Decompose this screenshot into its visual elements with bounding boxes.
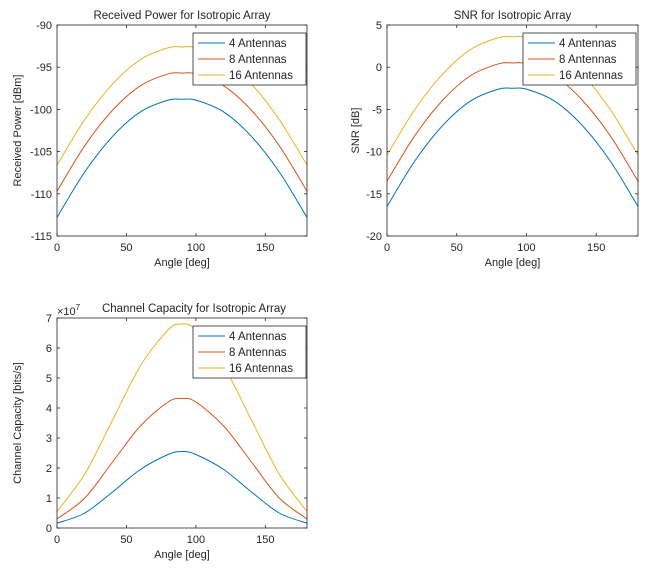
- legend-entry: 8 Antennas: [229, 54, 287, 66]
- legend-entry: 4 Antennas: [229, 331, 287, 343]
- y-tick-label: 5: [376, 20, 382, 32]
- y-axis-label: Received Power [dBm]: [12, 75, 24, 187]
- axes-box: [56, 317, 308, 529]
- y-tick-label: 4: [46, 403, 52, 415]
- y-tick-label: -100: [30, 104, 52, 116]
- legend-entry: 8 Antennas: [229, 347, 287, 359]
- x-tick-label: 100: [517, 242, 535, 254]
- series-line-1: [56, 451, 308, 524]
- chart-title: Received Power for Isotropic Array: [93, 10, 270, 22]
- legend-entry: 4 Antennas: [559, 38, 617, 50]
- y-exponent-power: 7: [76, 303, 81, 312]
- x-tick-label: 100: [187, 534, 205, 546]
- series-line-2: [386, 62, 639, 182]
- x-axis-label: Angle [deg]: [485, 257, 541, 269]
- y-tick-label: -105: [30, 147, 52, 159]
- legend-entry: 16 Antennas: [559, 70, 623, 82]
- y-axis-label: SNR [dB]: [350, 108, 362, 154]
- y-tick-label: -90: [36, 20, 52, 32]
- y-tick-label: 0: [46, 523, 52, 535]
- y-tick-label: 2: [46, 463, 52, 475]
- x-tick-label: 50: [451, 242, 463, 254]
- x-tick-label: 150: [256, 242, 274, 254]
- legend-entry: 16 Antennas: [229, 363, 293, 375]
- y-tick-label: 7: [46, 313, 52, 325]
- axes-box: [56, 24, 308, 237]
- y-tick-label: -115: [31, 231, 52, 243]
- series-line-1: [386, 87, 639, 207]
- legend-entry: 4 Antennas: [229, 38, 287, 50]
- y-tick-label: -20: [366, 231, 382, 243]
- axes-box: [386, 24, 639, 237]
- y-tick-label: -5: [372, 104, 382, 116]
- y-tick-label: -110: [31, 189, 52, 201]
- y-tick-label: -10: [366, 147, 382, 159]
- x-tick-label: 150: [256, 534, 274, 546]
- series-line-1: [56, 98, 308, 218]
- x-tick-label: 100: [187, 242, 205, 254]
- y-tick-label: 6: [46, 343, 52, 355]
- x-tick-label: 0: [54, 242, 60, 254]
- series-line-3: [56, 323, 308, 512]
- x-axis-label: Angle [deg]: [154, 549, 210, 561]
- y-tick-label: 5: [46, 373, 52, 385]
- x-tick-label: 0: [54, 534, 60, 546]
- chart-2: 0 50 100 150 -20 -15 -10 -5 0 5 SNR for Isotropic …: [350, 10, 639, 269]
- y-exponent-label: ×107: [57, 303, 81, 318]
- legend: 4 Antennas 8 Antennas 16 Antennas: [522, 32, 637, 86]
- x-tick-label: 50: [120, 242, 132, 254]
- y-tick-label: -15: [366, 189, 382, 201]
- chart-title: SNR for Isotropic Array: [454, 10, 572, 22]
- x-tick-label: 150: [587, 242, 605, 254]
- chart-1: 0 50 100 150 -115 -110 -105 -100 -95 -90 Received …: [12, 10, 308, 269]
- legend: 4 Antennas 8 Antennas 16 Antennas: [192, 32, 307, 86]
- y-tick-label: 3: [46, 433, 52, 445]
- chart-title: Channel Capacity for Isotropic Array: [102, 303, 286, 315]
- x-tick-label: 50: [120, 534, 132, 546]
- y-tick-label: -95: [36, 62, 52, 74]
- legend: 4 Antennas 8 Antennas 16 Antennas: [192, 325, 307, 379]
- x-tick-label: 0: [384, 242, 390, 254]
- y-tick-label: 0: [376, 62, 382, 74]
- series-line-2: [56, 397, 308, 520]
- x-axis-label: Angle [deg]: [154, 257, 210, 269]
- legend-entry: 16 Antennas: [229, 70, 293, 82]
- series-line-2: [56, 72, 308, 192]
- y-axis-label: Channel Capacity [bits/s]: [12, 362, 24, 484]
- y-tick-label: 1: [46, 493, 52, 505]
- legend-entry: 8 Antennas: [559, 54, 617, 66]
- series-line-3: [56, 46, 308, 166]
